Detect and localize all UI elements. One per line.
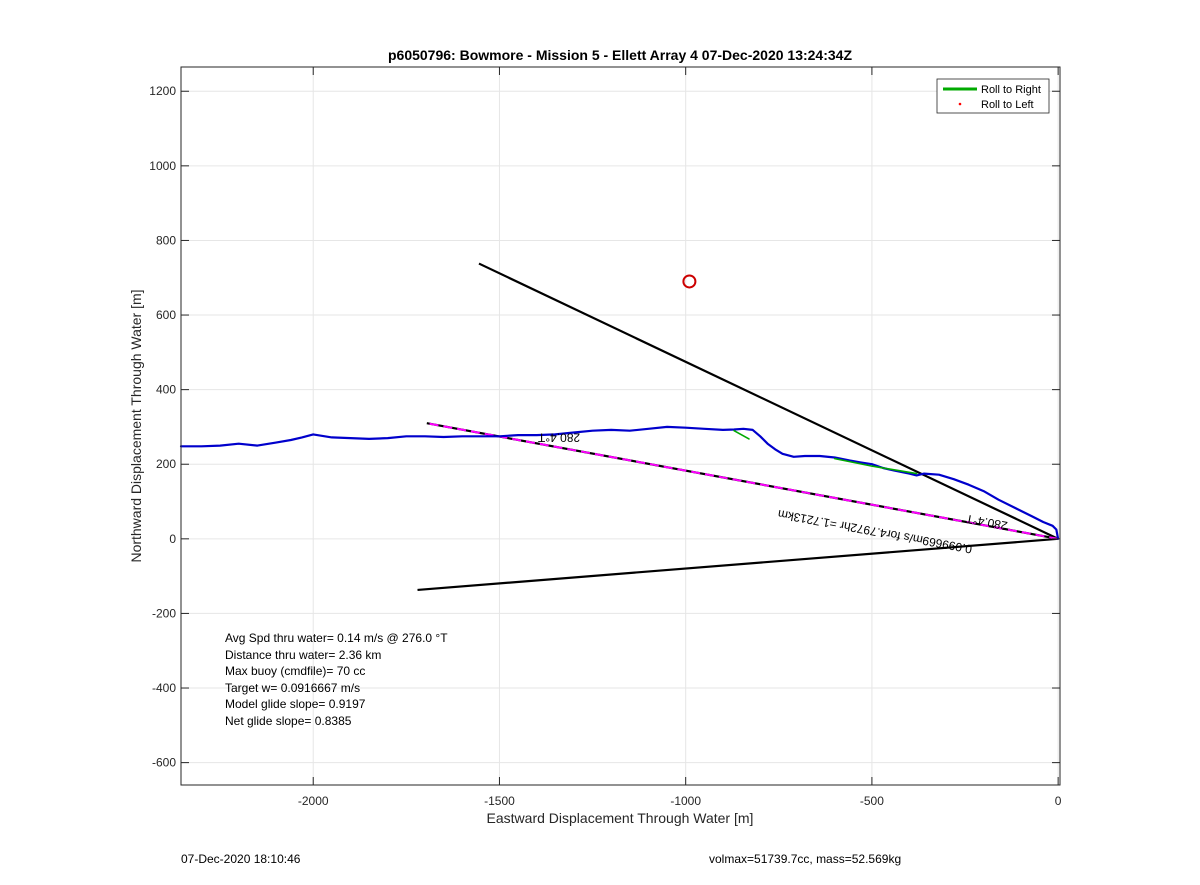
x-tick-label: -1000 bbox=[670, 794, 701, 808]
annotation-avg-speed: Avg Spd thru water= 0.14 m/s @ 276.0 °T bbox=[225, 631, 448, 645]
chart-title: p6050796: Bowmore - Mission 5 - Ellett A… bbox=[388, 47, 852, 63]
target-circle-marker bbox=[682, 274, 697, 289]
roll-right-segment bbox=[833, 457, 918, 475]
footer-timestamp: 07-Dec-2020 18:10:46 bbox=[181, 852, 301, 866]
legend-box bbox=[936, 78, 1050, 114]
y-tick-label: 1200 bbox=[149, 84, 176, 98]
plot-frame bbox=[180, 66, 1061, 786]
roll-right-segment bbox=[733, 429, 750, 440]
y-tick-label: 0 bbox=[169, 532, 176, 546]
legend-label: Roll to Left bbox=[981, 99, 1034, 111]
footer-info: volmax=51739.7cc, mass=52.569kg bbox=[709, 852, 902, 866]
y-tick-label: 600 bbox=[156, 308, 176, 322]
plot-area bbox=[181, 67, 1060, 785]
y-tick-label: -200 bbox=[152, 606, 176, 620]
reference-line bbox=[478, 262, 1059, 540]
annotation-target-w: Target w= 0.0916667 m/s bbox=[225, 680, 361, 695]
annotation-max-buoy: Max buoy (cmdfile)= 70 cc bbox=[225, 664, 366, 678]
mean-track-dashed-line bbox=[426, 422, 1059, 540]
line-annotation-label: 280.4°T bbox=[537, 431, 580, 445]
y-tick-label: 1000 bbox=[149, 159, 176, 173]
x-axis-label: Eastward Displacement Through Water [m] bbox=[487, 810, 754, 826]
y-axis-label: Northward Displacement Through Water [m] bbox=[128, 289, 144, 562]
grid bbox=[181, 67, 1060, 785]
axis-ticks: -2000 -1500 -1000 -500 0-600-400-20002004006… bbox=[149, 67, 1062, 808]
annotation-distance: Distance thru water= 2.36 km bbox=[225, 647, 382, 662]
x-tick-label: -2000 bbox=[298, 794, 329, 808]
y-tick-label: -600 bbox=[152, 756, 176, 770]
legend: Roll to Right Roll to Left bbox=[936, 78, 1050, 114]
x-tick-label: -500 bbox=[860, 794, 884, 808]
x-tick-label: 0 bbox=[1055, 794, 1062, 808]
x-tick-label: -1500 bbox=[484, 794, 515, 808]
y-tick-label: 400 bbox=[156, 383, 176, 397]
legend-label: Roll to Right bbox=[981, 84, 1041, 96]
annotation-net-glide-slope: Net glide slope= 0.8385 bbox=[225, 713, 352, 728]
y-tick-label: 200 bbox=[156, 457, 176, 471]
annotation-model-glide-slope: Model glide slope= 0.9197 bbox=[225, 697, 366, 711]
y-tick-label: 800 bbox=[156, 233, 176, 247]
legend-point-swatch bbox=[958, 102, 962, 106]
track-series-line bbox=[179, 425, 1060, 540]
reference-line bbox=[417, 537, 1059, 592]
y-tick-label: -400 bbox=[152, 681, 176, 695]
